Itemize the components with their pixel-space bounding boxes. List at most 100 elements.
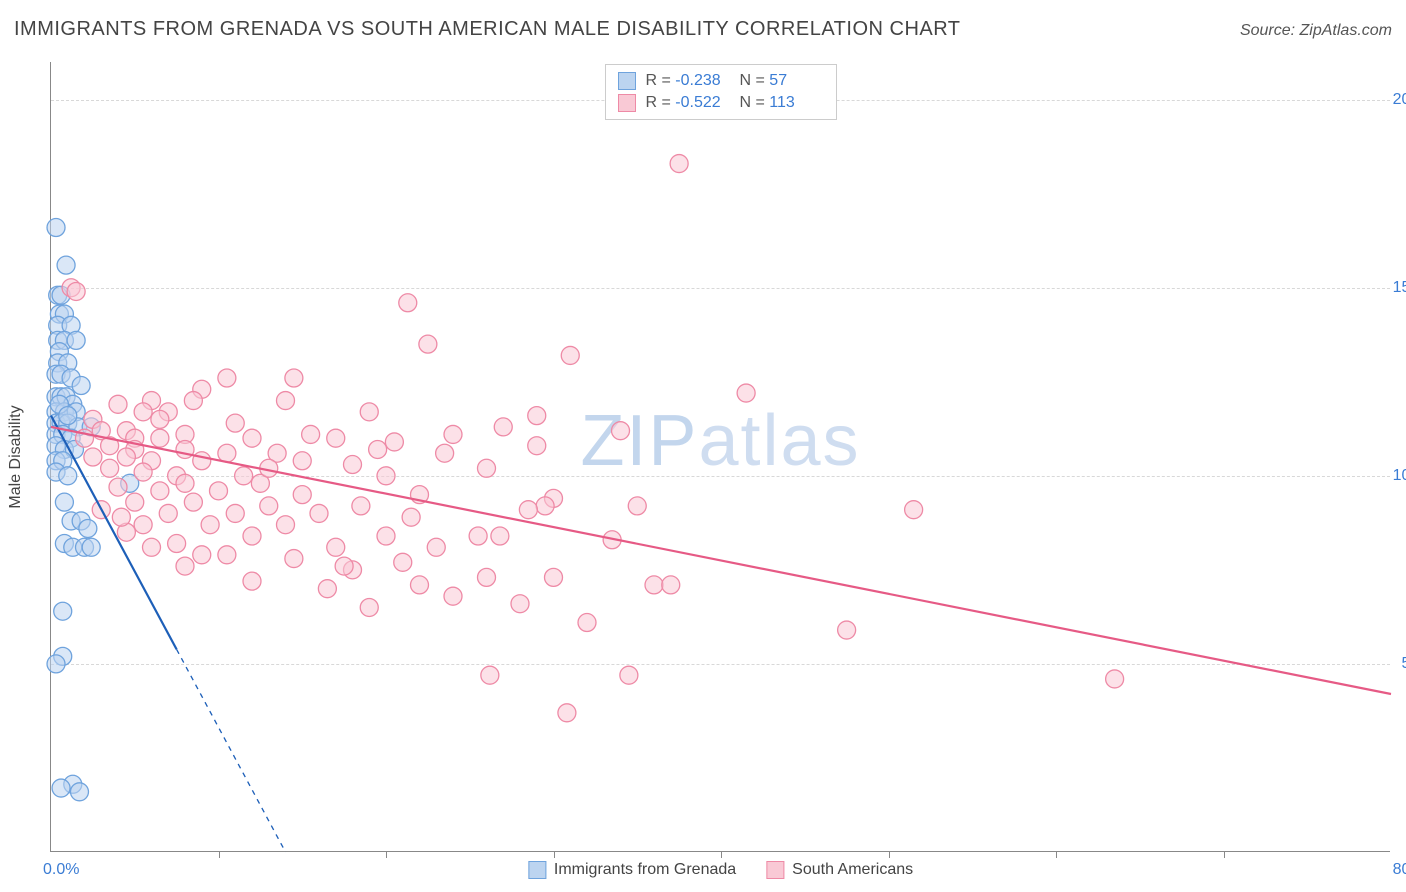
x-axis-max-label: 80.0% [1393, 861, 1406, 879]
data-point [352, 497, 370, 515]
data-point [151, 482, 169, 500]
data-point [411, 576, 429, 594]
data-point [394, 553, 412, 571]
legend-swatch [528, 861, 546, 879]
data-point [419, 335, 437, 353]
data-point [285, 550, 303, 568]
data-point [838, 621, 856, 639]
data-point [558, 704, 576, 722]
data-point [670, 155, 688, 173]
y-axis-tick-label: 20.0% [1393, 91, 1406, 109]
data-point [55, 493, 73, 511]
data-point [235, 467, 253, 485]
data-point [243, 527, 261, 545]
data-point [536, 497, 554, 515]
chart-source: Source: ZipAtlas.com [1240, 22, 1392, 40]
data-point [109, 395, 127, 413]
data-point [478, 568, 496, 586]
scatter-plot-svg [51, 62, 1390, 851]
data-point [519, 501, 537, 519]
data-point [47, 219, 65, 237]
legend-swatch [766, 861, 784, 879]
data-point [578, 614, 596, 632]
plot-area: ZIPatlas 5.0%10.0%15.0%20.0% R = -0.238N… [50, 62, 1390, 852]
trendline-extrapolated [177, 649, 286, 852]
series-legend: Immigrants from Grenada South Americans [528, 861, 913, 879]
data-point [494, 418, 512, 436]
data-point [151, 410, 169, 428]
data-point [399, 294, 417, 312]
data-point [561, 346, 579, 364]
data-point [285, 369, 303, 387]
data-point [184, 392, 202, 410]
data-point [193, 546, 211, 564]
data-point [184, 493, 202, 511]
y-axis-tick-label: 5.0% [1402, 655, 1406, 673]
y-axis-tick-label: 15.0% [1393, 279, 1406, 297]
data-point [243, 429, 261, 447]
data-point [327, 538, 345, 556]
data-point [277, 516, 295, 534]
data-point [628, 497, 646, 515]
data-point [126, 493, 144, 511]
x-axis-tick [1056, 851, 1057, 858]
data-point [369, 440, 387, 458]
data-point [82, 538, 100, 556]
data-point [218, 369, 236, 387]
series-legend-label: Immigrants from Grenada [554, 861, 736, 879]
y-axis-title: Male Disability [7, 405, 25, 508]
data-point [377, 467, 395, 485]
data-point [226, 414, 244, 432]
series-legend-item: South Americans [766, 861, 913, 879]
data-point [377, 527, 395, 545]
data-point [436, 444, 454, 462]
data-point [134, 403, 152, 421]
series-legend-label: South Americans [792, 861, 913, 879]
data-point [427, 538, 445, 556]
data-point [70, 783, 88, 801]
data-point [151, 429, 169, 447]
x-axis-tick [1224, 851, 1225, 858]
data-point [528, 407, 546, 425]
data-point [277, 392, 295, 410]
data-point [67, 331, 85, 349]
data-point [478, 459, 496, 477]
data-point [67, 282, 85, 300]
data-point [218, 546, 236, 564]
data-point [59, 407, 77, 425]
x-axis-min-label: 0.0% [43, 861, 79, 879]
data-point [360, 403, 378, 421]
data-point [293, 452, 311, 470]
data-point [72, 377, 90, 395]
data-point [143, 538, 161, 556]
x-axis-tick [554, 851, 555, 858]
data-point [52, 779, 70, 797]
data-point [84, 448, 102, 466]
data-point [57, 256, 75, 274]
data-point [491, 527, 509, 545]
data-point [545, 568, 563, 586]
data-point [201, 516, 219, 534]
data-point [310, 504, 328, 522]
data-point [737, 384, 755, 402]
data-point [193, 452, 211, 470]
data-point [511, 595, 529, 613]
data-point [210, 482, 228, 500]
data-point [302, 425, 320, 443]
data-point [402, 508, 420, 526]
data-point [117, 448, 135, 466]
data-point [101, 459, 119, 477]
x-axis-tick [889, 851, 890, 858]
data-point [528, 437, 546, 455]
data-point [318, 580, 336, 598]
data-point [385, 433, 403, 451]
chart-title: IMMIGRANTS FROM GRENADA VS SOUTH AMERICA… [14, 18, 961, 41]
data-point [1106, 670, 1124, 688]
data-point [243, 572, 261, 590]
data-point [444, 425, 462, 443]
data-point [260, 497, 278, 515]
data-point [293, 486, 311, 504]
data-point [134, 463, 152, 481]
data-point [469, 527, 487, 545]
data-point [176, 557, 194, 575]
